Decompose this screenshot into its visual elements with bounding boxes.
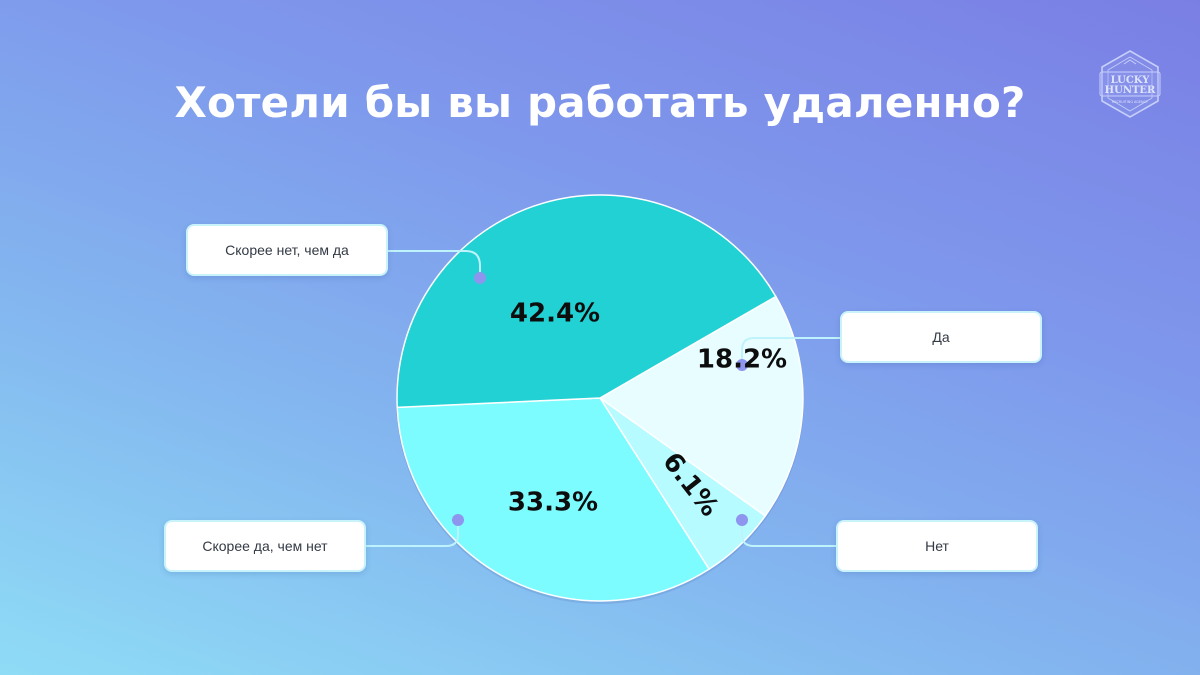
callout-connector-1 [741,337,840,365]
chart-title: Хотели бы вы работать удаленно? [174,78,1026,127]
pie-slice-4 [396,194,777,409]
callout-marker-1 [736,359,748,371]
slice-value-label: 42.4% [510,299,600,329]
callout-marker-3 [452,514,464,526]
slice-category-label: Скорее да, чем нет [164,520,366,572]
slice-category-label: Да [840,311,1042,363]
callout-connector-3 [366,520,459,547]
callout-marker-2 [736,514,748,526]
slice-category-label: Скорее нет, чем да [186,224,388,276]
svg-text:HUNTER: HUNTER [1105,85,1156,96]
svg-text:LUCKY: LUCKY [1111,75,1151,86]
slice-value-label: 33.3% [508,488,598,518]
callout-marker-4 [474,272,486,284]
slice-category-label: Нет [836,520,1038,572]
callout-connector-2 [741,520,836,547]
pie-slice-1 [598,295,804,517]
slice-value-label: 18.2% [697,345,787,375]
pie-slice-3 [396,397,711,602]
svg-text:RECRUITING AGENCY: RECRUITING AGENCY [1112,100,1149,104]
lucky-hunter-logo: LUCKY HUNTER RECRUITING AGENCY [1094,48,1166,120]
callout-connector-4 [388,250,481,278]
